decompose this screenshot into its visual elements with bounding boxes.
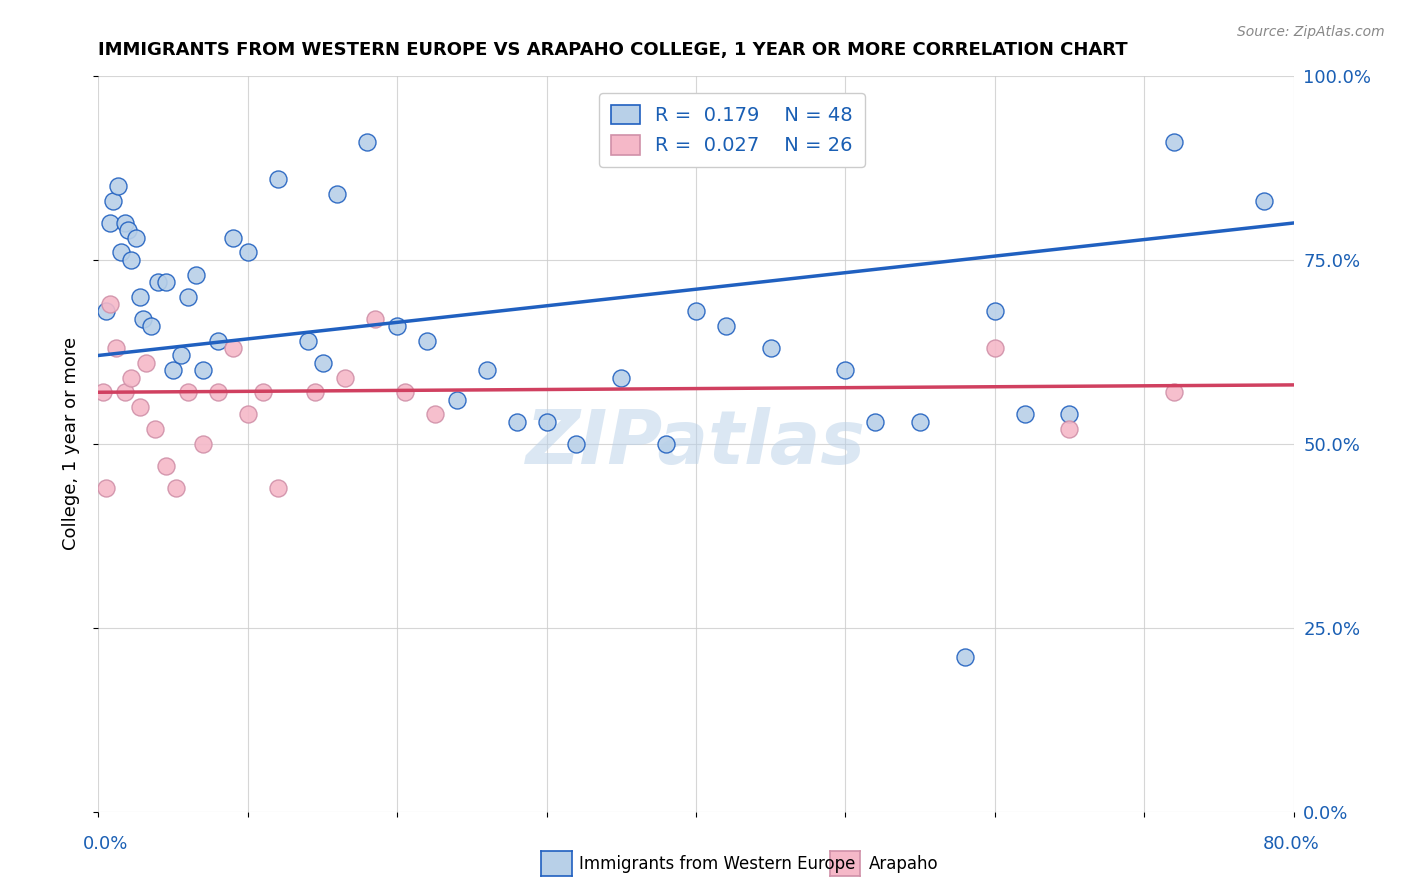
blue [267,171,290,186]
pink [267,481,290,495]
blue [475,363,498,377]
Text: Arapaho: Arapaho [869,855,939,873]
blue [103,194,125,208]
blue [953,650,976,665]
blue [98,216,122,230]
blue [865,415,887,429]
pink [155,458,177,473]
pink [143,422,166,436]
blue [759,341,782,355]
blue [110,245,132,260]
Text: Immigrants from Western Europe: Immigrants from Western Europe [579,855,856,873]
blue [536,415,558,429]
blue [222,230,245,244]
Text: 80.0%: 80.0% [1263,835,1319,853]
pink [1163,385,1185,400]
blue [356,135,378,149]
pink [129,400,152,414]
Y-axis label: College, 1 year or more: College, 1 year or more [62,337,80,550]
pink [394,385,416,400]
Legend: R =  0.179    N = 48, R =  0.027    N = 26: R = 0.179 N = 48, R = 0.027 N = 26 [599,93,865,167]
pink [207,385,229,400]
blue [1014,407,1036,422]
pink [222,341,245,355]
blue [162,363,184,377]
blue [177,289,200,303]
blue [94,304,117,318]
blue [1059,407,1081,422]
pink [105,341,128,355]
blue [132,311,155,326]
pink [91,385,114,400]
pink [364,311,387,326]
blue [834,363,856,377]
pink [165,481,187,495]
blue [385,318,409,333]
pink [1059,422,1081,436]
blue [191,363,214,377]
blue [610,370,633,384]
pink [236,407,259,422]
blue [984,304,1007,318]
blue [125,230,148,244]
blue [685,304,707,318]
blue [114,216,136,230]
blue [446,392,468,407]
blue [1253,194,1275,208]
blue [139,318,162,333]
blue [326,186,349,201]
pink [191,436,214,450]
blue [117,223,139,237]
blue [169,348,191,362]
Text: Source: ZipAtlas.com: Source: ZipAtlas.com [1237,25,1385,39]
pink [98,297,122,311]
blue [1163,135,1185,149]
blue [908,415,931,429]
blue [311,356,333,370]
blue [506,415,529,429]
blue [565,436,588,450]
pink [333,370,356,384]
pink [94,481,117,495]
blue [655,436,678,450]
blue [120,252,142,267]
pink [304,385,326,400]
blue [148,275,170,289]
blue [236,245,259,260]
Text: IMMIGRANTS FROM WESTERN EUROPE VS ARAPAHO COLLEGE, 1 YEAR OR MORE CORRELATION CH: IMMIGRANTS FROM WESTERN EUROPE VS ARAPAH… [98,41,1128,59]
pink [423,407,446,422]
blue [416,334,439,348]
pink [984,341,1007,355]
Text: ZIPatlas: ZIPatlas [526,408,866,480]
blue [129,289,152,303]
pink [114,385,136,400]
blue [207,334,229,348]
blue [297,334,319,348]
blue [155,275,177,289]
blue [107,179,129,194]
pink [135,356,157,370]
pink [120,370,142,384]
pink [177,385,200,400]
Text: 0.0%: 0.0% [83,835,128,853]
blue [714,318,737,333]
blue [184,268,207,282]
pink [252,385,274,400]
